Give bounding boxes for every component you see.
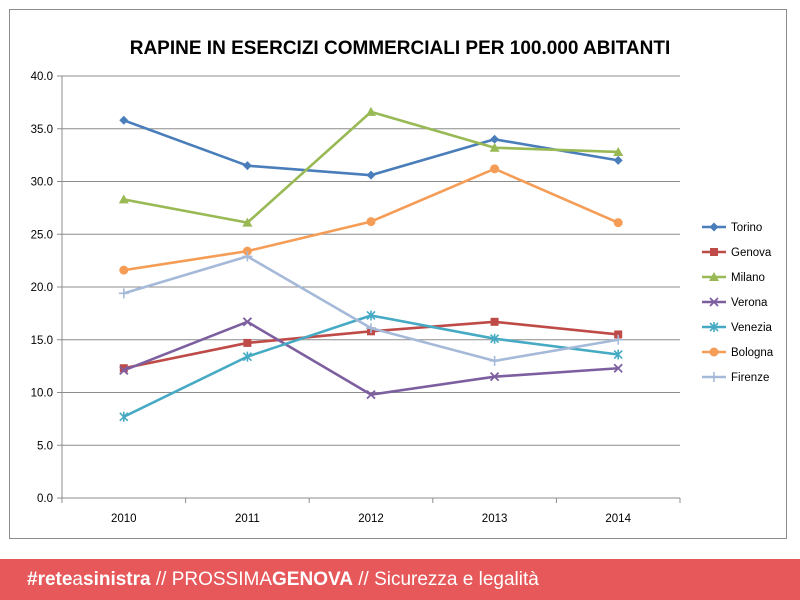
data-point-firenze xyxy=(489,355,500,366)
legend-item-bologna: Bologna xyxy=(702,347,774,359)
data-point-venezia xyxy=(119,411,129,422)
legend-marker-firenze xyxy=(709,372,719,382)
y-tick-label: 5.0 xyxy=(37,440,53,452)
footer-hashtag-sinistra: sinistra xyxy=(83,569,151,590)
legend-label-firenze: Firenze xyxy=(731,372,769,384)
legend-marker-verona xyxy=(709,297,719,307)
y-tick-label: 10.0 xyxy=(31,388,53,400)
y-tick-label: 0.0 xyxy=(37,493,53,505)
data-point-bologna xyxy=(119,265,129,275)
data-point-genova xyxy=(490,317,499,326)
legend-label-milano: Milano xyxy=(731,272,765,284)
legend-item-verona: Verona xyxy=(702,297,768,309)
series-verona xyxy=(119,317,623,400)
legend-label-bologna: Bologna xyxy=(731,347,774,359)
footer-hashtag-a: a xyxy=(72,569,83,590)
data-point-bologna xyxy=(366,217,376,227)
data-point-verona xyxy=(489,372,500,382)
y-axis-ticks: 0.0 5.0 10.0 15.0 20.0 25.0 30.0 35.0 40.0 xyxy=(31,71,62,505)
x-tick-label: 2011 xyxy=(235,513,260,525)
series-milano xyxy=(118,106,624,227)
footer-hashtag-rete: #rete xyxy=(27,569,73,590)
footer-genova: GENOVA xyxy=(272,569,353,590)
legend-marker-bologna xyxy=(709,347,719,357)
data-point-firenze xyxy=(366,323,376,334)
footer-subtitle: // Sicurezza e legalità xyxy=(352,569,539,590)
legend-label-verona: Verona xyxy=(731,297,768,309)
legend-item-genova: Genova xyxy=(702,247,772,259)
legend-label-genova: Genova xyxy=(731,247,772,259)
legend-marker-venezia xyxy=(709,322,719,332)
series-bologna xyxy=(119,164,623,275)
data-point-torino xyxy=(366,170,376,180)
data-point-milano xyxy=(366,106,376,116)
data-point-bologna xyxy=(613,218,623,228)
legend-marker-genova xyxy=(710,248,718,256)
legend-item-venezia: Venezia xyxy=(702,322,773,334)
data-point-torino xyxy=(242,161,252,171)
series-group xyxy=(118,106,624,422)
data-point-genova xyxy=(614,330,623,339)
legend-label-torino: Torino xyxy=(731,222,762,234)
data-point-milano xyxy=(118,194,129,204)
data-point-verona xyxy=(242,317,253,327)
data-point-torino xyxy=(490,134,500,144)
series-firenze xyxy=(118,251,624,366)
series-torino xyxy=(119,115,623,180)
y-tick-label: 30.0 xyxy=(31,177,53,189)
y-tick-label: 35.0 xyxy=(31,124,53,136)
data-point-venezia xyxy=(366,310,376,321)
data-point-torino xyxy=(119,115,129,125)
footer-prossima: // PROSSIMA xyxy=(150,569,273,590)
line-chart: RAPINE IN ESERCIZI COMMERCIALI PER 100.0… xyxy=(31,38,774,525)
data-point-genova xyxy=(119,364,128,373)
x-tick-label: 2014 xyxy=(605,513,631,525)
data-point-verona xyxy=(613,363,623,373)
data-point-milano xyxy=(613,146,624,156)
legend-item-milano: Milano xyxy=(702,272,765,284)
legend-marker-milano xyxy=(709,272,719,281)
y-tick-label: 15.0 xyxy=(31,335,53,347)
data-point-bologna xyxy=(242,246,252,256)
footer-banner: #reteasinistra // PROSSIMAGENOVA // Sicu… xyxy=(0,559,800,600)
gridlines xyxy=(61,75,680,499)
x-tick-label: 2012 xyxy=(358,513,384,525)
data-point-firenze xyxy=(118,288,129,299)
chart-area: RAPINE IN ESERCIZI COMMERCIALI PER 100.0… xyxy=(9,9,787,539)
y-tick-label: 25.0 xyxy=(31,229,53,241)
y-tick-label: 20.0 xyxy=(31,282,53,294)
data-point-verona xyxy=(119,365,129,375)
y-tick-label: 40.0 xyxy=(31,71,53,83)
data-point-venezia xyxy=(242,351,252,362)
series-venezia xyxy=(119,310,623,422)
data-point-genova xyxy=(243,338,252,347)
data-point-milano xyxy=(242,217,253,227)
legend-marker-torino xyxy=(709,222,719,232)
data-point-firenze xyxy=(242,251,253,262)
data-point-torino xyxy=(613,155,623,165)
chart-title: RAPINE IN ESERCIZI COMMERCIALI PER 100.0… xyxy=(130,38,671,59)
legend-label-venezia: Venezia xyxy=(731,322,773,334)
legend-item-firenze: Firenze xyxy=(702,372,769,384)
x-tick-label: 2013 xyxy=(482,513,508,525)
data-point-bologna xyxy=(490,164,500,174)
data-point-milano xyxy=(489,142,500,152)
x-axis-ticks: 2010 2011 2012 2013 2014 xyxy=(61,498,681,525)
legend: Torino Genova Milano Verona Venezia Bologna Fi… xyxy=(702,222,774,384)
legend-item-torino: Torino xyxy=(702,222,762,234)
data-point-firenze xyxy=(613,334,624,345)
data-point-venezia xyxy=(613,349,623,360)
data-point-verona xyxy=(366,389,376,400)
data-point-venezia xyxy=(490,333,500,344)
x-tick-label: 2010 xyxy=(111,513,137,525)
